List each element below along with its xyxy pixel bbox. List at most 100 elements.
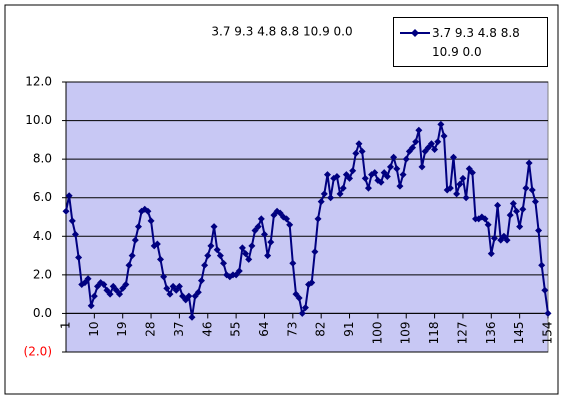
marker (481, 215, 489, 223)
legend-marker (411, 29, 419, 37)
marker (346, 174, 354, 182)
marker (264, 252, 272, 260)
marker (160, 273, 168, 281)
marker (301, 304, 309, 312)
marker (500, 232, 508, 240)
marker (68, 217, 76, 225)
marker (298, 309, 306, 317)
marker (437, 120, 445, 128)
marker (333, 173, 341, 180)
x-tick-label: 118 (427, 321, 441, 344)
marker (144, 207, 152, 215)
marker (276, 209, 284, 217)
marker (323, 171, 331, 179)
x-tick-label: 37 (172, 321, 186, 336)
marker (100, 281, 108, 288)
legend: 3.7 9.3 4.8 8.8 10.9 0.0 (393, 17, 548, 67)
marker (544, 309, 552, 317)
marker (235, 267, 243, 275)
marker (308, 279, 316, 287)
marker (65, 192, 73, 200)
marker (292, 290, 300, 298)
marker (327, 194, 335, 202)
y-tick-label: 2.0 (33, 267, 52, 281)
marker (361, 174, 369, 182)
marker (418, 163, 426, 171)
marker (175, 282, 183, 290)
marker (336, 190, 344, 198)
marker (453, 190, 461, 198)
x-tick-label: 82 (314, 321, 328, 336)
marker (157, 255, 165, 263)
marker (232, 271, 240, 279)
marker (289, 259, 297, 267)
marker (497, 236, 505, 244)
marker (122, 281, 130, 288)
marker (260, 230, 268, 238)
marker (87, 302, 95, 310)
marker (431, 146, 439, 153)
x-tick-label: 64 (257, 321, 271, 336)
marker (204, 252, 212, 260)
marker (182, 296, 190, 304)
marker (421, 147, 429, 155)
marker (538, 261, 546, 269)
marker (295, 294, 303, 302)
marker (153, 240, 161, 248)
marker (71, 230, 79, 238)
x-tick-label: 46 (200, 321, 214, 336)
marker (355, 140, 363, 148)
y-tick-label: 8.0 (33, 152, 52, 166)
marker (201, 261, 209, 269)
marker (494, 201, 502, 209)
marker (314, 215, 322, 223)
marker (81, 279, 89, 287)
marker (251, 227, 259, 234)
marker (317, 198, 325, 206)
x-tick-label: 154 (541, 321, 555, 344)
marker (396, 182, 404, 190)
marker (405, 147, 413, 155)
marker (197, 277, 205, 285)
marker (465, 165, 473, 173)
marker (386, 163, 394, 171)
marker (254, 223, 262, 231)
marker (506, 211, 514, 219)
x-tick-label: 145 (512, 321, 526, 344)
x-tick-label: 55 (229, 321, 243, 336)
marker (172, 286, 180, 294)
marker (349, 167, 357, 175)
marker (248, 242, 256, 250)
marker (484, 221, 492, 229)
marker (134, 223, 142, 231)
marker (393, 165, 401, 173)
marker (399, 171, 407, 179)
marker (525, 159, 533, 167)
marker (119, 284, 127, 292)
marker (128, 252, 136, 260)
marker (339, 184, 347, 192)
marker (210, 223, 218, 231)
y-tick-label: 12.0 (25, 75, 52, 89)
marker (62, 207, 70, 215)
x-tick-label: 73 (285, 321, 299, 336)
marker (409, 144, 417, 152)
marker (503, 236, 511, 244)
x-tick-label: 91 (342, 321, 356, 336)
marker (106, 290, 114, 298)
x-tick-label: 1 (59, 321, 73, 329)
legend-label: 3.7 9.3 4.8 8.8 10.9 0.0 (432, 26, 520, 59)
marker (207, 242, 215, 250)
chart-title: 3.7 9.3 4.8 8.8 10.9 0.0 (211, 25, 352, 39)
marker (358, 147, 366, 155)
x-tick-label: 127 (455, 321, 469, 344)
y-tick-label: 0.0 (33, 306, 52, 320)
y-tick-label: (2.0) (24, 345, 52, 359)
marker (412, 138, 420, 146)
marker (286, 221, 294, 229)
marker (112, 286, 120, 294)
marker (468, 169, 476, 177)
marker (456, 180, 464, 188)
marker (179, 292, 187, 300)
marker (390, 153, 398, 161)
